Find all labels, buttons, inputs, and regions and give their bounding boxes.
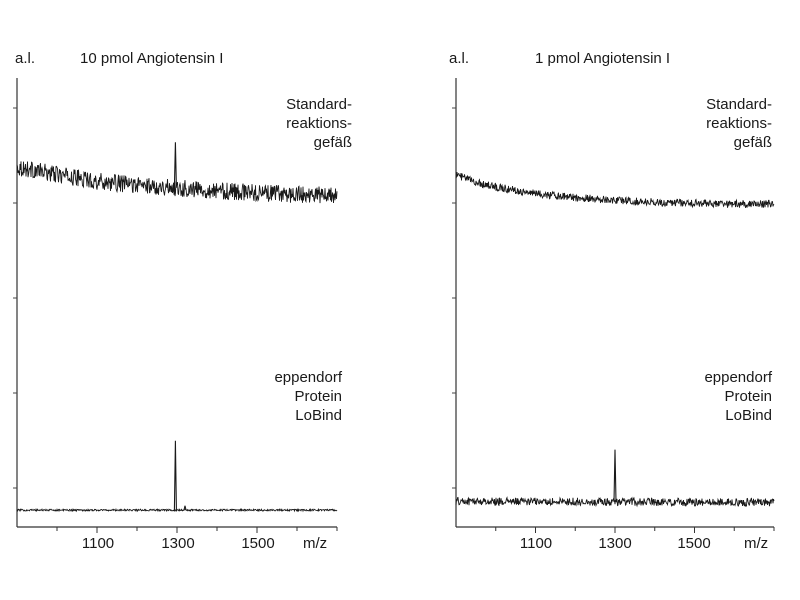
spectrum-line-lobind: [455, 496, 775, 508]
chart-title: 1 pmol Angiotensin I: [535, 50, 671, 67]
spectrum-peak: [183, 505, 187, 511]
series-label-line: eppendorf: [704, 369, 772, 386]
series-label-line: Protein: [724, 388, 772, 405]
series-label-line: LoBind: [725, 407, 772, 424]
y-ticks: [452, 107, 456, 489]
plot-area-10pmol: [13, 78, 338, 533]
spectrum-peak: [613, 449, 617, 502]
series-label-lobind: eppendorf Protein LoBind: [200, 368, 342, 425]
series-label-standard: Standard- reaktions- gefäß: [610, 95, 772, 152]
series-label-standard: Standard- reaktions- gefäß: [200, 95, 352, 152]
x-tick-label: 1500: [241, 535, 275, 552]
series-label-lobind: eppendorf Protein LoBind: [610, 368, 772, 425]
spectrum-peak: [173, 142, 177, 188]
spectrum-line-standard: [455, 172, 775, 209]
spectrum-traces: [16, 142, 338, 513]
series-label-line: gefäß: [313, 134, 352, 151]
y-ticks: [13, 107, 17, 489]
x-axis-label: m/z: [303, 535, 328, 552]
x-ticks: [495, 527, 775, 533]
series-label-line: Protein: [294, 388, 342, 405]
series-label-line: reaktions-: [706, 115, 772, 132]
y-axis-label: a.l.: [449, 50, 470, 67]
plot-area-1pmol: [452, 78, 775, 533]
series-label-line: Standard-: [286, 96, 352, 113]
x-tick-label: 1300: [161, 535, 195, 552]
chart-panel-10pmol: a.l. 10 pmol Angiotensin I Standard- rea…: [13, 50, 352, 552]
spectrum-peak: [239, 508, 243, 511]
x-tick-label: 1300: [598, 535, 632, 552]
series-label-line: eppendorf: [274, 369, 342, 386]
spectrum-line-lobind: [16, 507, 338, 513]
chart-panel-1pmol: a.l. 1 pmol Angiotensin I Standard- reak…: [430, 0, 800, 600]
spectrum-traces: [455, 172, 775, 508]
series-label-line: reaktions-: [286, 115, 352, 132]
spectrum-line-standard: [16, 161, 338, 204]
x-ticks: [56, 527, 338, 533]
x-tick-label: 1500: [677, 535, 711, 552]
series-label-line: LoBind: [295, 407, 342, 424]
x-tick-label: 1100: [81, 535, 115, 552]
spectrum-peak: [173, 440, 177, 511]
y-axis-label: a.l.: [15, 50, 36, 67]
chart-title: 10 pmol Angiotensin I: [80, 50, 224, 67]
series-label-line: Standard-: [706, 96, 772, 113]
x-tick-label: 1100: [519, 535, 553, 552]
x-axis-label: m/z: [744, 535, 769, 552]
series-label-line: gefäß: [733, 134, 772, 151]
